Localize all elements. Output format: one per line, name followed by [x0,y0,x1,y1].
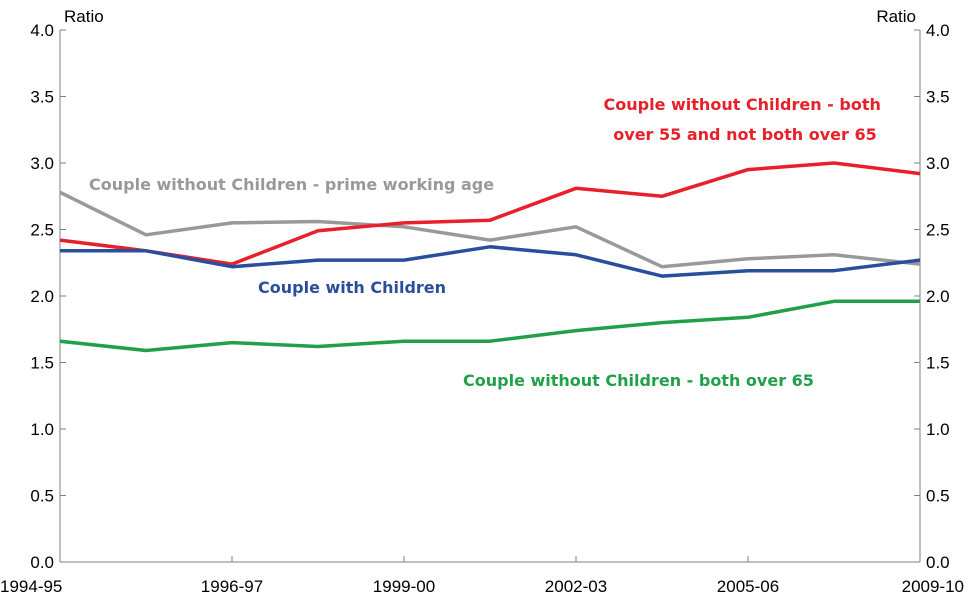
x-tick-label: 1996-97 [201,577,263,596]
series-labels: Couple without Children - prime working … [89,95,887,390]
y-tick-label-left: 2.0 [30,287,54,306]
y-tick-label-right: 3.5 [926,88,950,107]
series-lines [59,161,921,353]
x-tick-label: 2009-10 [902,577,964,596]
y-tick-label-right: 4.0 [926,21,950,40]
right-axis-unit: Ratio [876,7,916,26]
y-tick-label-right: 3.0 [926,154,950,173]
x-tick-label: 1999-00 [373,577,435,596]
series-line-0 [59,190,921,269]
y-tick-label-left: 4.0 [30,21,54,40]
y-tick-label-left: 2.5 [30,221,54,240]
y-tick-label-right: 1.5 [926,354,950,373]
tick-labels: 0.0 0.0 0.5 0.5 1.0 1.0 1.5 1.5 2.0 2.0 2.5 2.5 3.0 3… [0,21,964,596]
series-line-3 [59,299,920,353]
y-tick-label-right: 2.0 [926,287,950,306]
left-axis-unit: Ratio [64,7,104,26]
series-label-over-55-line-1: Couple without Children - both [604,95,881,114]
series-label-prime-working-age: Couple without Children - prime working … [89,175,494,194]
y-tick-label-left: 3.5 [30,88,54,107]
y-tick-label-right: 2.5 [926,221,950,240]
x-tick-label: 1994-95 [0,577,62,596]
x-tick-label: 2002-03 [545,577,607,596]
y-tick-label-right: 0.0 [926,553,950,572]
tick-marks [59,29,921,563]
x-tick-label: 2005-06 [717,577,779,596]
y-tick-label-left: 1.5 [30,354,54,373]
y-tick-label-left: 0.0 [30,553,54,572]
y-tick-label-right: 0.5 [926,487,950,506]
series-label-both-over-65: Couple without Children - both over 65 [463,371,814,390]
y-tick-label-right: 1.0 [926,420,950,439]
y-tick-label-left: 1.0 [30,420,54,439]
series-label-couple-with-children: Couple with Children [258,278,446,297]
series-line-2 [60,245,921,278]
y-tick-label-left: 3.0 [30,154,54,173]
y-tick-label-left: 0.5 [30,487,54,506]
series-label-over-55-line-2: over 55 and not both over 65 [613,125,876,144]
series-label-over-55: Couple without Children - both over 55 a… [604,95,887,144]
